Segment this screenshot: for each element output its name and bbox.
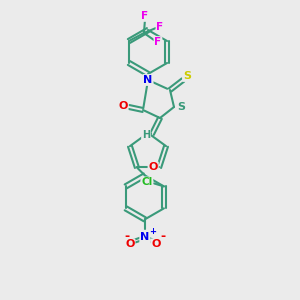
Text: N: N	[143, 75, 153, 85]
Text: S: S	[183, 71, 191, 81]
Text: S: S	[177, 102, 185, 112]
Text: F: F	[156, 22, 164, 32]
Text: F: F	[154, 37, 161, 47]
Text: +: +	[149, 227, 156, 236]
Text: O: O	[118, 101, 128, 111]
Text: -: -	[125, 230, 130, 243]
Text: O: O	[125, 239, 134, 249]
Text: O: O	[151, 239, 160, 249]
Text: H: H	[142, 130, 150, 140]
Text: F: F	[141, 11, 148, 21]
Text: O: O	[148, 162, 158, 172]
Text: Cl: Cl	[141, 177, 152, 188]
Text: -: -	[161, 230, 166, 243]
Text: N: N	[140, 232, 149, 242]
